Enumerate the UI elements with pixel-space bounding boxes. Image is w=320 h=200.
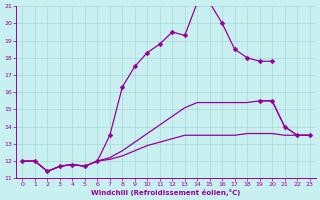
X-axis label: Windchill (Refroidissement éolien,°C): Windchill (Refroidissement éolien,°C) <box>91 189 241 196</box>
